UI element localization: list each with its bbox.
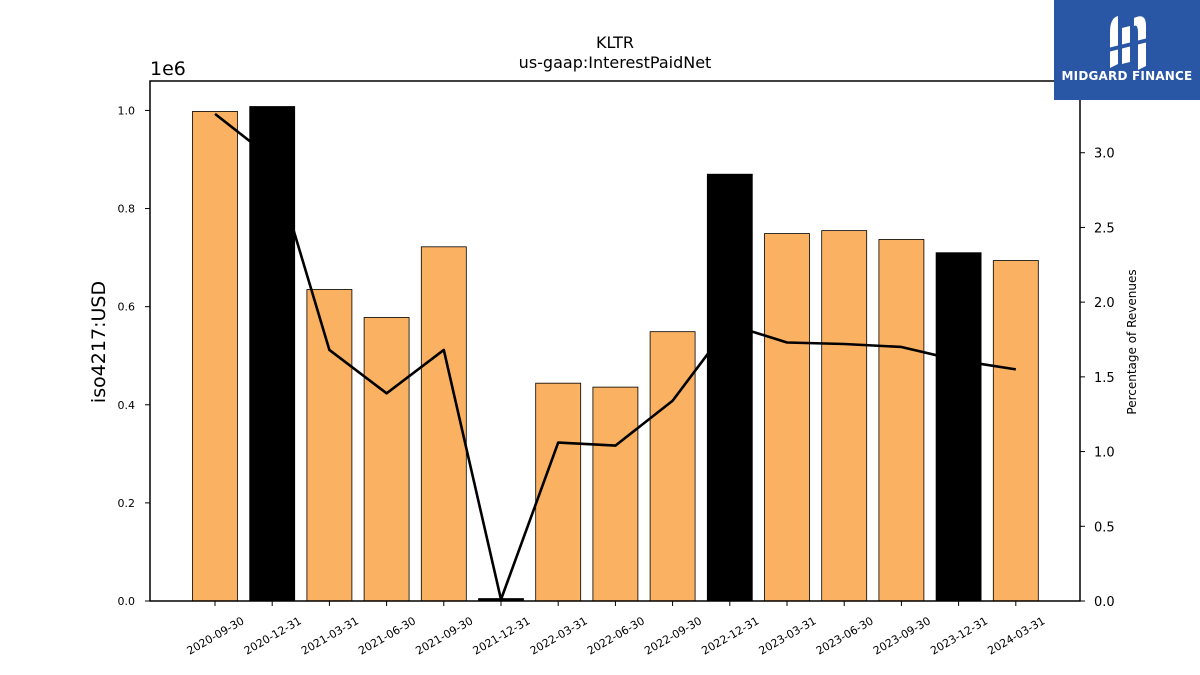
bar bbox=[249, 106, 296, 602]
x-tick-label: 2023-03-31 bbox=[757, 614, 819, 657]
logo-text: MIDGARD FINANCE bbox=[1061, 69, 1193, 83]
bar bbox=[878, 239, 925, 602]
x-tick-label: 2022-03-31 bbox=[528, 614, 590, 657]
bar bbox=[649, 331, 696, 602]
y-tick-label: 0.0 bbox=[118, 595, 136, 608]
y2-tick-label: 0.5 bbox=[1094, 520, 1115, 535]
chart-title: KLTR bbox=[596, 33, 634, 52]
y-axis-label: iso4217:USD bbox=[88, 281, 110, 403]
y-tick-label: 0.2 bbox=[118, 497, 136, 510]
bar bbox=[420, 246, 467, 602]
x-tick-label: 2022-06-30 bbox=[585, 614, 647, 657]
bar bbox=[192, 111, 238, 602]
x-tick-label: 2021-09-30 bbox=[413, 614, 475, 657]
x-tick-label: 2021-06-30 bbox=[356, 614, 418, 657]
bar bbox=[363, 317, 410, 602]
bar bbox=[706, 173, 753, 602]
bar bbox=[306, 289, 353, 602]
bar bbox=[592, 386, 639, 602]
x-tick-label: 2022-09-30 bbox=[642, 614, 704, 657]
y2-tick-label: 0.0 bbox=[1094, 595, 1115, 610]
chart-subtitle: us-gaap:InterestPaidNet bbox=[519, 53, 712, 72]
bar bbox=[821, 230, 868, 602]
y2-tick-label: 1.0 bbox=[1094, 446, 1115, 461]
y-tick-label: 0.4 bbox=[118, 399, 136, 412]
bar bbox=[992, 260, 1039, 602]
y-tick-label: 0.6 bbox=[118, 301, 136, 314]
x-tick-label: 2022-12-31 bbox=[699, 614, 761, 657]
y-tick-label: 0.8 bbox=[118, 203, 136, 216]
y2-tick-label: 2.0 bbox=[1094, 296, 1115, 311]
logo-mark-icon bbox=[1108, 16, 1148, 70]
y2-tick-label: 2.5 bbox=[1094, 221, 1115, 236]
x-tick-label: 2023-06-30 bbox=[814, 614, 876, 657]
plot-area: 0.0 0.2 0.4 0.6 0.8 1.0 0.0 0.5 1.0 1.5 2.0 2.5 3.0 2… bbox=[118, 80, 1115, 658]
x-tick-label: 2020-12-31 bbox=[242, 614, 304, 657]
y-tick-label: 1.0 bbox=[118, 104, 136, 117]
y2-tick-label: 1.5 bbox=[1094, 371, 1115, 386]
x-tick-label: 2024-03-31 bbox=[985, 614, 1047, 657]
y-axis-offset-label: 1e6 bbox=[150, 58, 186, 80]
x-tick-label: 2020-09-30 bbox=[185, 614, 247, 657]
series-line bbox=[214, 112, 1017, 601]
bar bbox=[535, 382, 582, 602]
bar bbox=[935, 252, 982, 602]
midgard-finance-logo: MIDGARD FINANCE bbox=[1054, 0, 1200, 100]
bar bbox=[764, 233, 810, 602]
x-tick-label: 2021-03-31 bbox=[299, 614, 361, 657]
x-tick-label: 2023-09-30 bbox=[871, 614, 933, 657]
y2-axis-label: Percentage of Revenues bbox=[1125, 269, 1139, 414]
y2-tick-label: 3.0 bbox=[1094, 147, 1115, 162]
x-tick-label: 2023-12-31 bbox=[928, 614, 990, 657]
x-tick-label: 2021-12-31 bbox=[471, 614, 533, 657]
